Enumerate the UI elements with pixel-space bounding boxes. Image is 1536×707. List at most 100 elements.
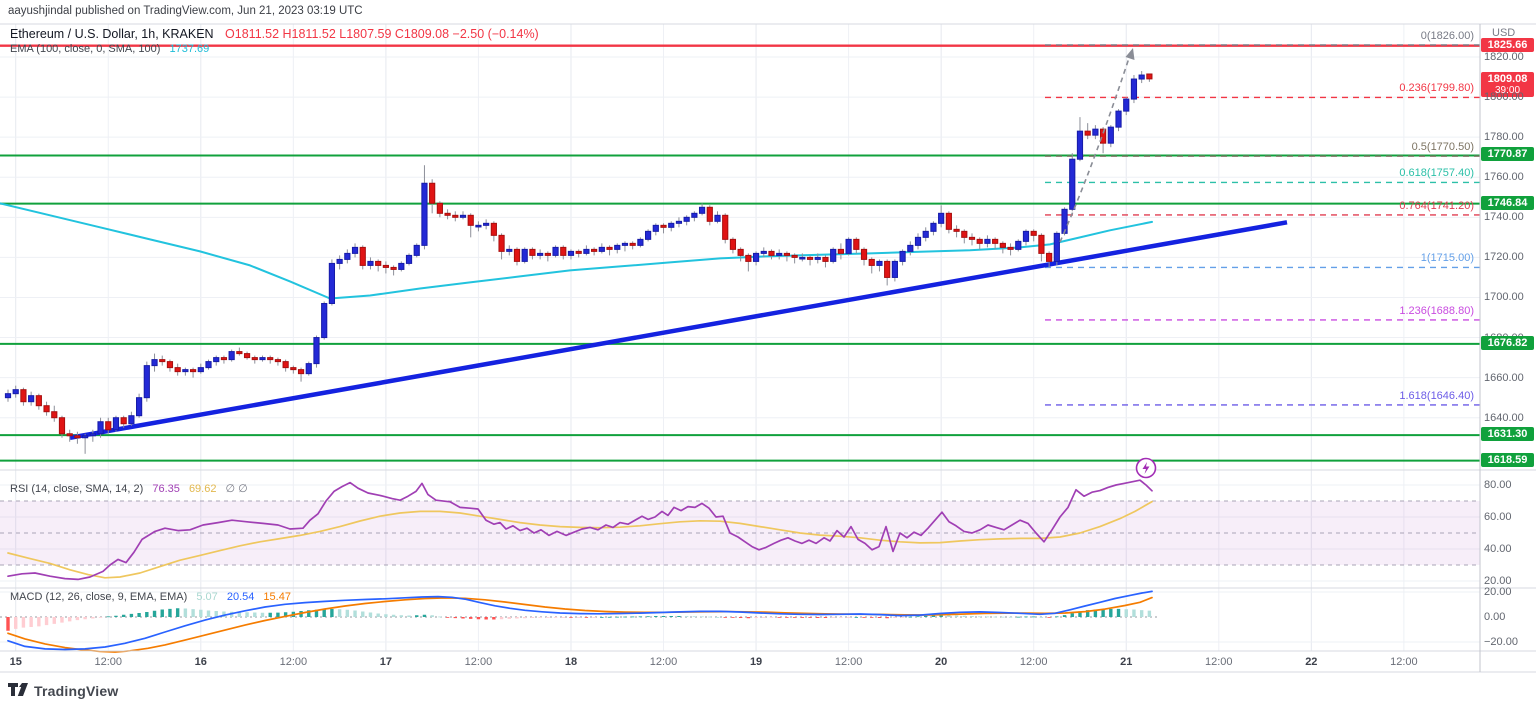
macd-histogram-bar	[846, 617, 851, 618]
time-axis-label[interactable]: 12:00	[649, 656, 678, 668]
candle-body	[143, 365, 150, 399]
price-axis-label[interactable]: 1700.00	[1484, 291, 1524, 304]
candle-body	[321, 302, 328, 339]
fib-level-label: 0.5(1770.50)	[1411, 141, 1474, 154]
rsi-line	[7, 479, 1153, 581]
candle-body	[544, 252, 551, 256]
candle-body	[644, 230, 652, 240]
time-axis-label[interactable]: 22	[1305, 656, 1318, 668]
candle-body	[251, 357, 258, 361]
macd-histogram-bar	[245, 612, 249, 617]
time-axis-label[interactable]: 20	[935, 656, 948, 668]
fib-level-label: 0.764(1741.20)	[1399, 199, 1474, 212]
price-axis-label[interactable]: 1780.00	[1484, 131, 1524, 144]
macd-histogram-bar	[870, 617, 874, 618]
rsi-axis-label[interactable]: 80.00	[1484, 479, 1512, 491]
price-axis-label[interactable]: 1800.00	[1484, 91, 1524, 104]
candle-body	[752, 252, 760, 262]
time-axis-label[interactable]: 19	[749, 656, 763, 668]
macd-axis-label[interactable]: 0.00	[1484, 611, 1506, 623]
time-axis-label[interactable]: 16	[194, 656, 207, 668]
macd-histogram-bar	[1147, 610, 1152, 617]
price-axis-label[interactable]: 1660.00	[1484, 371, 1524, 384]
macd-axis-label[interactable]: −20.00	[1484, 636, 1518, 648]
macd-histogram-bar	[106, 616, 110, 618]
alert-lightning-bolt	[1142, 462, 1150, 474]
candle-body	[97, 421, 104, 435]
candle-body	[914, 236, 922, 246]
macd-histogram-bar	[407, 615, 411, 617]
candle-body	[1107, 126, 1114, 144]
candle-body	[591, 248, 598, 252]
candle-body	[891, 260, 898, 278]
macd-axis-label[interactable]: 20.00	[1484, 586, 1512, 598]
macd-histogram-bar	[1093, 609, 1098, 617]
macd-histogram-bar	[677, 616, 681, 617]
time-axis-label[interactable]: 21	[1120, 656, 1133, 668]
price-axis-label[interactable]: 1740.00	[1484, 211, 1524, 224]
support-price-badge: 1676.82	[1481, 335, 1534, 350]
time-axis-label[interactable]: 12:00	[1390, 656, 1418, 668]
candle-body	[82, 435, 89, 439]
macd-histogram-bar	[916, 616, 920, 618]
candle-body	[483, 222, 490, 226]
macd-histogram-bar	[445, 617, 450, 618]
candle-body	[1046, 252, 1053, 262]
candle-body	[444, 212, 451, 216]
candle-body	[776, 252, 783, 256]
macd-histogram-bar	[507, 617, 511, 619]
time-axis-label[interactable]: 12:00	[834, 656, 863, 668]
candle-body	[822, 256, 829, 262]
candle-body	[984, 238, 991, 244]
candle-body	[567, 250, 575, 256]
candle-body	[498, 234, 505, 252]
price-axis-label[interactable]: 1820.00	[1484, 51, 1524, 63]
time-axis-label[interactable]: 12:00	[94, 656, 123, 668]
price-axis-label[interactable]: 1640.00	[1484, 411, 1524, 424]
macd-histogram-bar	[985, 616, 990, 618]
time-axis-label[interactable]: 18	[564, 656, 578, 668]
price-axis-label[interactable]: 1760.00	[1484, 171, 1524, 184]
candle-body	[267, 357, 274, 361]
rsi-axis-label[interactable]: 20.00	[1484, 575, 1512, 587]
candle-body	[35, 395, 42, 407]
macd-histogram-bar	[939, 615, 943, 617]
macd-histogram-bar	[453, 617, 457, 619]
candle-body	[205, 361, 212, 369]
candle-body	[552, 246, 559, 256]
time-axis-label[interactable]: 17	[379, 656, 392, 668]
macd-histogram-bar	[183, 608, 188, 617]
rsi-axis-label[interactable]: 40.00	[1484, 543, 1512, 555]
candle-body	[660, 224, 667, 228]
time-axis-label[interactable]: 12:00	[279, 656, 308, 668]
candle-body	[43, 405, 50, 413]
macd-histogram-bar	[276, 612, 280, 617]
time-axis-label[interactable]: 12:00	[464, 656, 493, 668]
time-axis-label[interactable]: 15	[9, 656, 22, 668]
macd-histogram-bar	[962, 615, 966, 617]
macd-histogram-bar	[415, 615, 419, 617]
candle-body	[506, 248, 513, 252]
macd-histogram-bar	[561, 617, 565, 618]
time-axis-label[interactable]: 12:00	[1205, 656, 1233, 668]
macd-histogram-bar	[646, 616, 650, 618]
time-axis-label[interactable]: 12:00	[1019, 656, 1048, 668]
candle-body	[421, 182, 428, 246]
candle-body	[120, 417, 127, 425]
candle-body	[621, 242, 629, 246]
macd-histogram-bar	[476, 617, 481, 620]
fib-level-label: 0.236(1799.80)	[1399, 82, 1474, 95]
macd-histogram-bar	[91, 617, 95, 619]
candle-body	[930, 222, 937, 232]
macd-histogram-bar	[523, 617, 527, 619]
candle-body	[698, 206, 706, 214]
candle-body	[112, 417, 120, 431]
price-axis-label[interactable]: 1720.00	[1484, 251, 1524, 264]
macd-histogram-bar	[1101, 609, 1105, 617]
candle-body	[783, 252, 791, 256]
rsi-axis-label[interactable]: 60.00	[1484, 511, 1512, 523]
macd-histogram-bar	[738, 617, 743, 618]
macd-histogram-bar	[283, 612, 288, 617]
candle-body	[1146, 73, 1153, 80]
